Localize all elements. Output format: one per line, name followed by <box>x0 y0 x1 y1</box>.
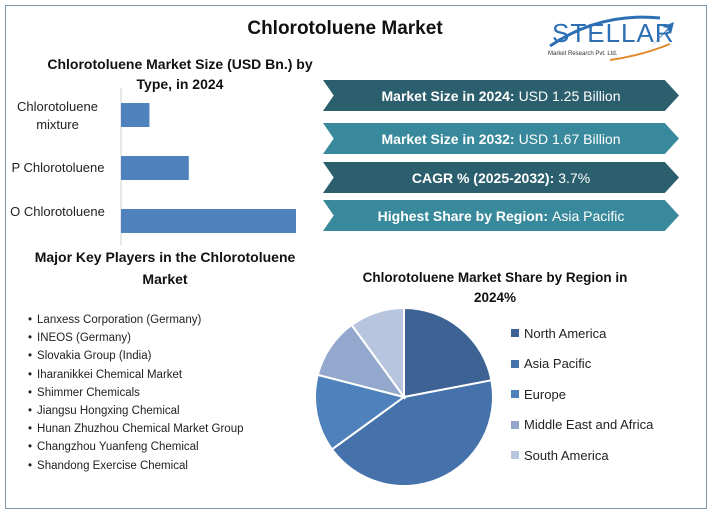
player-item: Iharanikkei Chemical Market <box>28 369 244 387</box>
player-item: Slovakia Group (India) <box>28 350 244 368</box>
banner-value: 3.7% <box>558 169 591 186</box>
banner-value: Asia Pacific <box>552 207 625 224</box>
highlight-banner-region: Highest Share by Region: Asia Pacific <box>323 200 679 231</box>
players-title: Major Key Players in the Chlorotoluene M… <box>34 249 296 287</box>
svg-text:Market Research Pvt. Ltd.: Market Research Pvt. Ltd. <box>548 51 618 57</box>
bar-chlorotoluene-mixture <box>121 103 150 127</box>
legend-item: Asia Pacific <box>511 349 653 380</box>
legend-swatch <box>511 329 519 338</box>
banner-value: USD 1.25 Billion <box>518 87 621 104</box>
pie-chart <box>314 306 494 487</box>
pie-slice-europe <box>314 373 407 451</box>
legend-item: Middle East and Africa <box>511 410 653 441</box>
highlight-banner-2032: Market Size in 2032: USD 1.67 Billion <box>323 123 679 154</box>
player-item: Hunan Zhuzhou Chemical Market Group <box>28 423 243 441</box>
pie-slice-asia-pacific <box>330 379 494 487</box>
legend-label: North America <box>524 325 607 341</box>
legend-label: Asia Pacific <box>524 356 592 372</box>
legend-label: Europe <box>524 386 566 402</box>
players-list: Lanxess Corporation (Germany)INEOS (Germ… <box>28 314 244 478</box>
banner-label: CAGR % (2025-2032): <box>411 169 555 186</box>
legend-item: Europe <box>511 379 653 410</box>
pie-chart-title: Chlorotoluene Market Share by Region in … <box>362 270 628 305</box>
bar-p-chlorotoluene <box>121 156 189 180</box>
bar-label: O Chlorotoluene <box>10 204 105 219</box>
banner-label: Highest Share by Region: <box>377 207 548 224</box>
bar-chart-title: Chlorotoluene Market Size (USD Bn.) by T… <box>47 56 313 92</box>
highlight-banner-2024: Market Size in 2024: USD 1.25 Billion <box>323 80 679 111</box>
legend-swatch <box>511 390 519 399</box>
legend-swatch <box>511 420 519 429</box>
pie-slice-south-america <box>350 306 405 401</box>
banner-label: Market Size in 2024: <box>381 87 515 104</box>
bar-o-chlorotoluene <box>121 209 296 233</box>
bar-label: P Chlorotoluene <box>11 160 105 175</box>
banner-label: Market Size in 2032: <box>381 130 515 147</box>
bar-chart <box>120 88 296 245</box>
bar-label: Chlorotoluene mixture <box>17 99 98 132</box>
svg-text:STELLAR: STELLAR <box>552 18 675 48</box>
page-title: Chlorotoluene Market <box>247 18 443 39</box>
legend-swatch <box>511 359 519 368</box>
frame-border <box>5 5 707 509</box>
legend-item: South America <box>511 440 653 471</box>
legend-label: Middle East and Africa <box>524 417 654 433</box>
legend-item: North America <box>511 318 653 349</box>
highlight-banner-cagr: CAGR % (2025-2032): 3.7% <box>323 162 679 193</box>
player-item: Shandong Exercise Chemical <box>28 460 244 478</box>
pie-slice-north-america <box>403 306 493 399</box>
player-item: INEOS (Germany) <box>28 332 244 350</box>
legend-swatch <box>511 451 519 460</box>
pie-legend: North America Asia Pacific Europe Middle Ea… <box>511 318 653 471</box>
player-item: Jiangsu Hongxing Chemical <box>28 405 244 423</box>
player-item: Lanxess Corporation (Germany) <box>28 314 244 332</box>
banner-value: USD 1.67 Billion <box>518 130 621 147</box>
legend-label: South America <box>524 447 609 463</box>
stellar-logo: STELLAR Market Research Pvt. Ltd. <box>548 15 675 61</box>
player-item: Shimmer Chemicals <box>28 387 244 405</box>
player-item: Changzhou Yuanfeng Chemical <box>28 441 244 459</box>
